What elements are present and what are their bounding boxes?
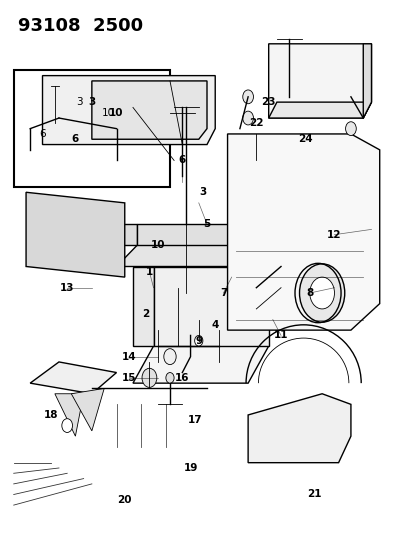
Text: 3: 3 (88, 97, 95, 107)
Polygon shape (71, 389, 104, 431)
Text: 20: 20 (117, 495, 132, 505)
Text: 24: 24 (298, 134, 312, 144)
Text: 23: 23 (261, 97, 275, 107)
Circle shape (166, 373, 174, 383)
Circle shape (345, 90, 356, 104)
Circle shape (284, 69, 294, 82)
Circle shape (194, 335, 202, 346)
Text: 22: 22 (249, 118, 263, 128)
Text: 6: 6 (71, 134, 79, 144)
Polygon shape (92, 81, 206, 139)
Text: 2: 2 (141, 309, 149, 319)
Polygon shape (43, 76, 215, 144)
Text: 3: 3 (199, 187, 206, 197)
Circle shape (164, 349, 176, 365)
Polygon shape (227, 134, 379, 330)
Text: 6: 6 (178, 156, 185, 165)
Text: 17: 17 (187, 415, 202, 425)
Text: 7: 7 (219, 288, 227, 298)
Text: 8: 8 (306, 288, 313, 298)
Text: 16: 16 (175, 373, 189, 383)
Circle shape (309, 277, 334, 309)
Text: 9: 9 (195, 336, 202, 346)
Text: 14: 14 (121, 352, 136, 361)
Polygon shape (133, 266, 153, 346)
Text: 21: 21 (306, 489, 320, 499)
Text: 3: 3 (76, 97, 83, 107)
Polygon shape (362, 44, 370, 118)
Polygon shape (133, 346, 268, 383)
Circle shape (242, 90, 253, 104)
Text: 10: 10 (109, 108, 123, 118)
Polygon shape (30, 362, 116, 394)
Text: 19: 19 (183, 463, 197, 473)
Circle shape (345, 122, 356, 135)
Circle shape (242, 111, 253, 125)
Text: 18: 18 (43, 410, 58, 420)
Text: 10: 10 (150, 240, 164, 251)
Polygon shape (153, 266, 268, 346)
Polygon shape (268, 44, 370, 118)
Circle shape (62, 419, 72, 432)
Polygon shape (116, 245, 268, 266)
Circle shape (299, 264, 344, 322)
Text: 10: 10 (102, 108, 114, 118)
Text: 1: 1 (145, 267, 153, 277)
Polygon shape (247, 394, 350, 463)
Bar (14, 70, 170, 187)
Text: 15: 15 (121, 373, 136, 383)
Text: 5: 5 (203, 219, 210, 229)
Polygon shape (26, 192, 124, 277)
Polygon shape (268, 102, 370, 118)
Polygon shape (137, 224, 247, 245)
Circle shape (284, 48, 294, 61)
Text: 93108  2500: 93108 2500 (18, 17, 142, 35)
Text: 12: 12 (326, 230, 341, 240)
Circle shape (142, 368, 157, 387)
Polygon shape (55, 394, 83, 436)
Text: 6: 6 (39, 129, 46, 139)
Text: 13: 13 (60, 282, 74, 293)
Text: 11: 11 (273, 330, 287, 341)
Circle shape (177, 122, 187, 135)
Text: 4: 4 (211, 320, 218, 330)
Polygon shape (116, 224, 137, 245)
